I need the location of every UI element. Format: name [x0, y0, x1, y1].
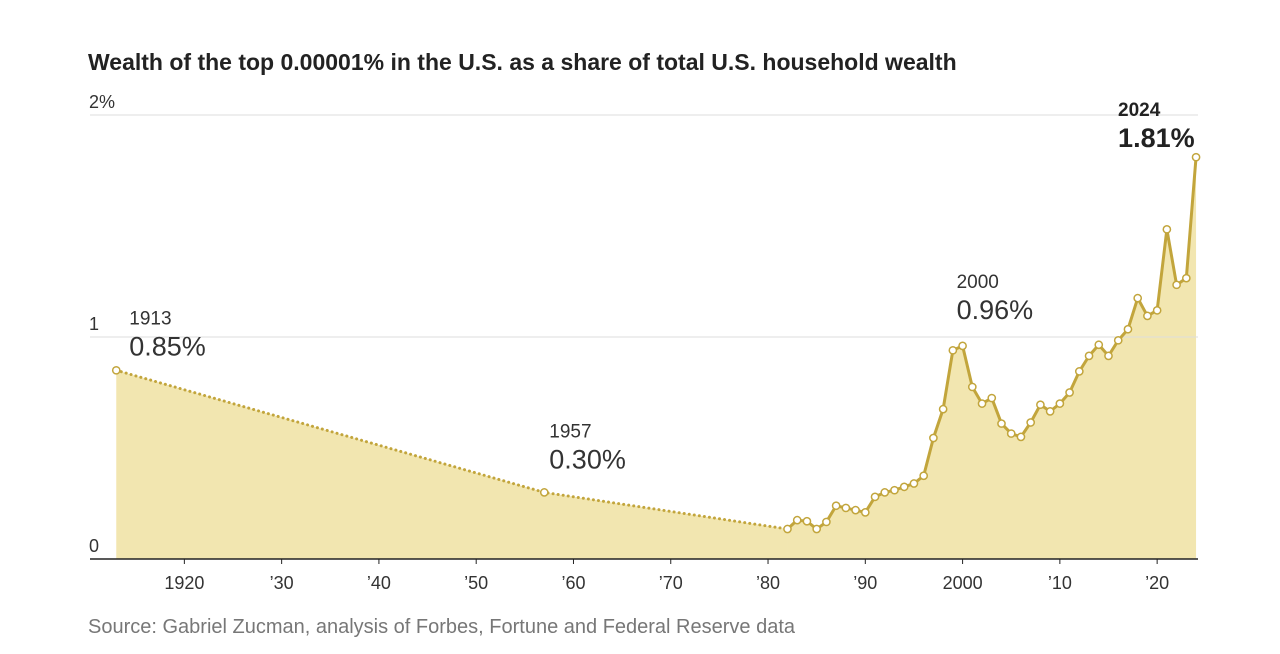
point [831, 501, 841, 511]
x-tick-label: ’40 [367, 573, 391, 593]
annotation-year: 1957 [549, 421, 591, 442]
chart-title: Wealth of the top 0.00001% in the U.S. a… [88, 49, 957, 75]
annotation-year: 1913 [129, 308, 171, 329]
point [1055, 399, 1065, 408]
annotation-value: 0.96% [957, 295, 1034, 325]
plot-area: 0 1 2% 1920 ’30 ’40 ’50 ’60 ’70 ’80 ’90 2000 ’10 ’20 1… [89, 92, 1201, 593]
point [792, 515, 802, 525]
point [851, 505, 860, 515]
point [860, 508, 870, 517]
point [1084, 351, 1094, 361]
y-tick-label: 0 [89, 536, 99, 556]
annotation-year: 2024 [1118, 100, 1161, 121]
point [880, 488, 890, 497]
y-tick-label: 2% [89, 92, 115, 112]
annotation-value: 1.81% [1118, 123, 1195, 153]
point [1094, 340, 1104, 350]
point [802, 516, 812, 526]
point [822, 517, 831, 527]
point [909, 479, 919, 488]
point [958, 341, 967, 351]
point [919, 471, 929, 481]
x-tick-label: ’20 [1145, 573, 1169, 593]
point [977, 399, 987, 408]
point [899, 482, 909, 492]
x-tick-label: ’70 [659, 573, 683, 593]
annotation-value: 0.85% [129, 331, 206, 361]
point [1113, 335, 1123, 345]
point [1065, 388, 1074, 397]
point [1152, 306, 1162, 315]
annotation-year: 2000 [957, 272, 999, 293]
point [1074, 367, 1084, 376]
source-note: Source: Gabriel Zucman, analysis of Forb… [88, 616, 796, 638]
x-tick-label: ’50 [464, 573, 488, 593]
x-tick-label: ’60 [561, 573, 585, 593]
point [987, 393, 997, 403]
point [539, 488, 549, 497]
point [1036, 400, 1045, 410]
y-tick-label: 1 [89, 314, 99, 334]
point [929, 433, 938, 443]
x-tick-label: 1920 [164, 573, 204, 593]
point [997, 419, 1006, 428]
point [948, 345, 958, 355]
point [1016, 432, 1026, 442]
x-tick-label: ’10 [1048, 573, 1072, 593]
point [870, 492, 880, 502]
x-tick-label: ’80 [756, 573, 780, 593]
point [1191, 152, 1201, 162]
point [1006, 429, 1016, 438]
point [890, 485, 899, 495]
x-tick-label: ’90 [853, 573, 877, 593]
point [1181, 273, 1191, 283]
area [787, 157, 1197, 559]
point [841, 503, 851, 513]
point [1026, 418, 1036, 427]
point [1162, 224, 1172, 234]
point [1045, 407, 1055, 416]
point [1133, 293, 1143, 303]
point [111, 365, 121, 375]
area [116, 370, 788, 559]
point [1143, 311, 1152, 321]
point [812, 524, 822, 534]
point [1104, 351, 1113, 361]
annotation-value: 0.30% [549, 444, 626, 474]
point [938, 404, 948, 414]
point [967, 382, 977, 392]
point [1123, 324, 1133, 334]
point [783, 524, 792, 534]
point [1172, 280, 1181, 290]
x-tick-label: 2000 [943, 573, 983, 593]
x-tick-label: ’30 [270, 573, 294, 593]
